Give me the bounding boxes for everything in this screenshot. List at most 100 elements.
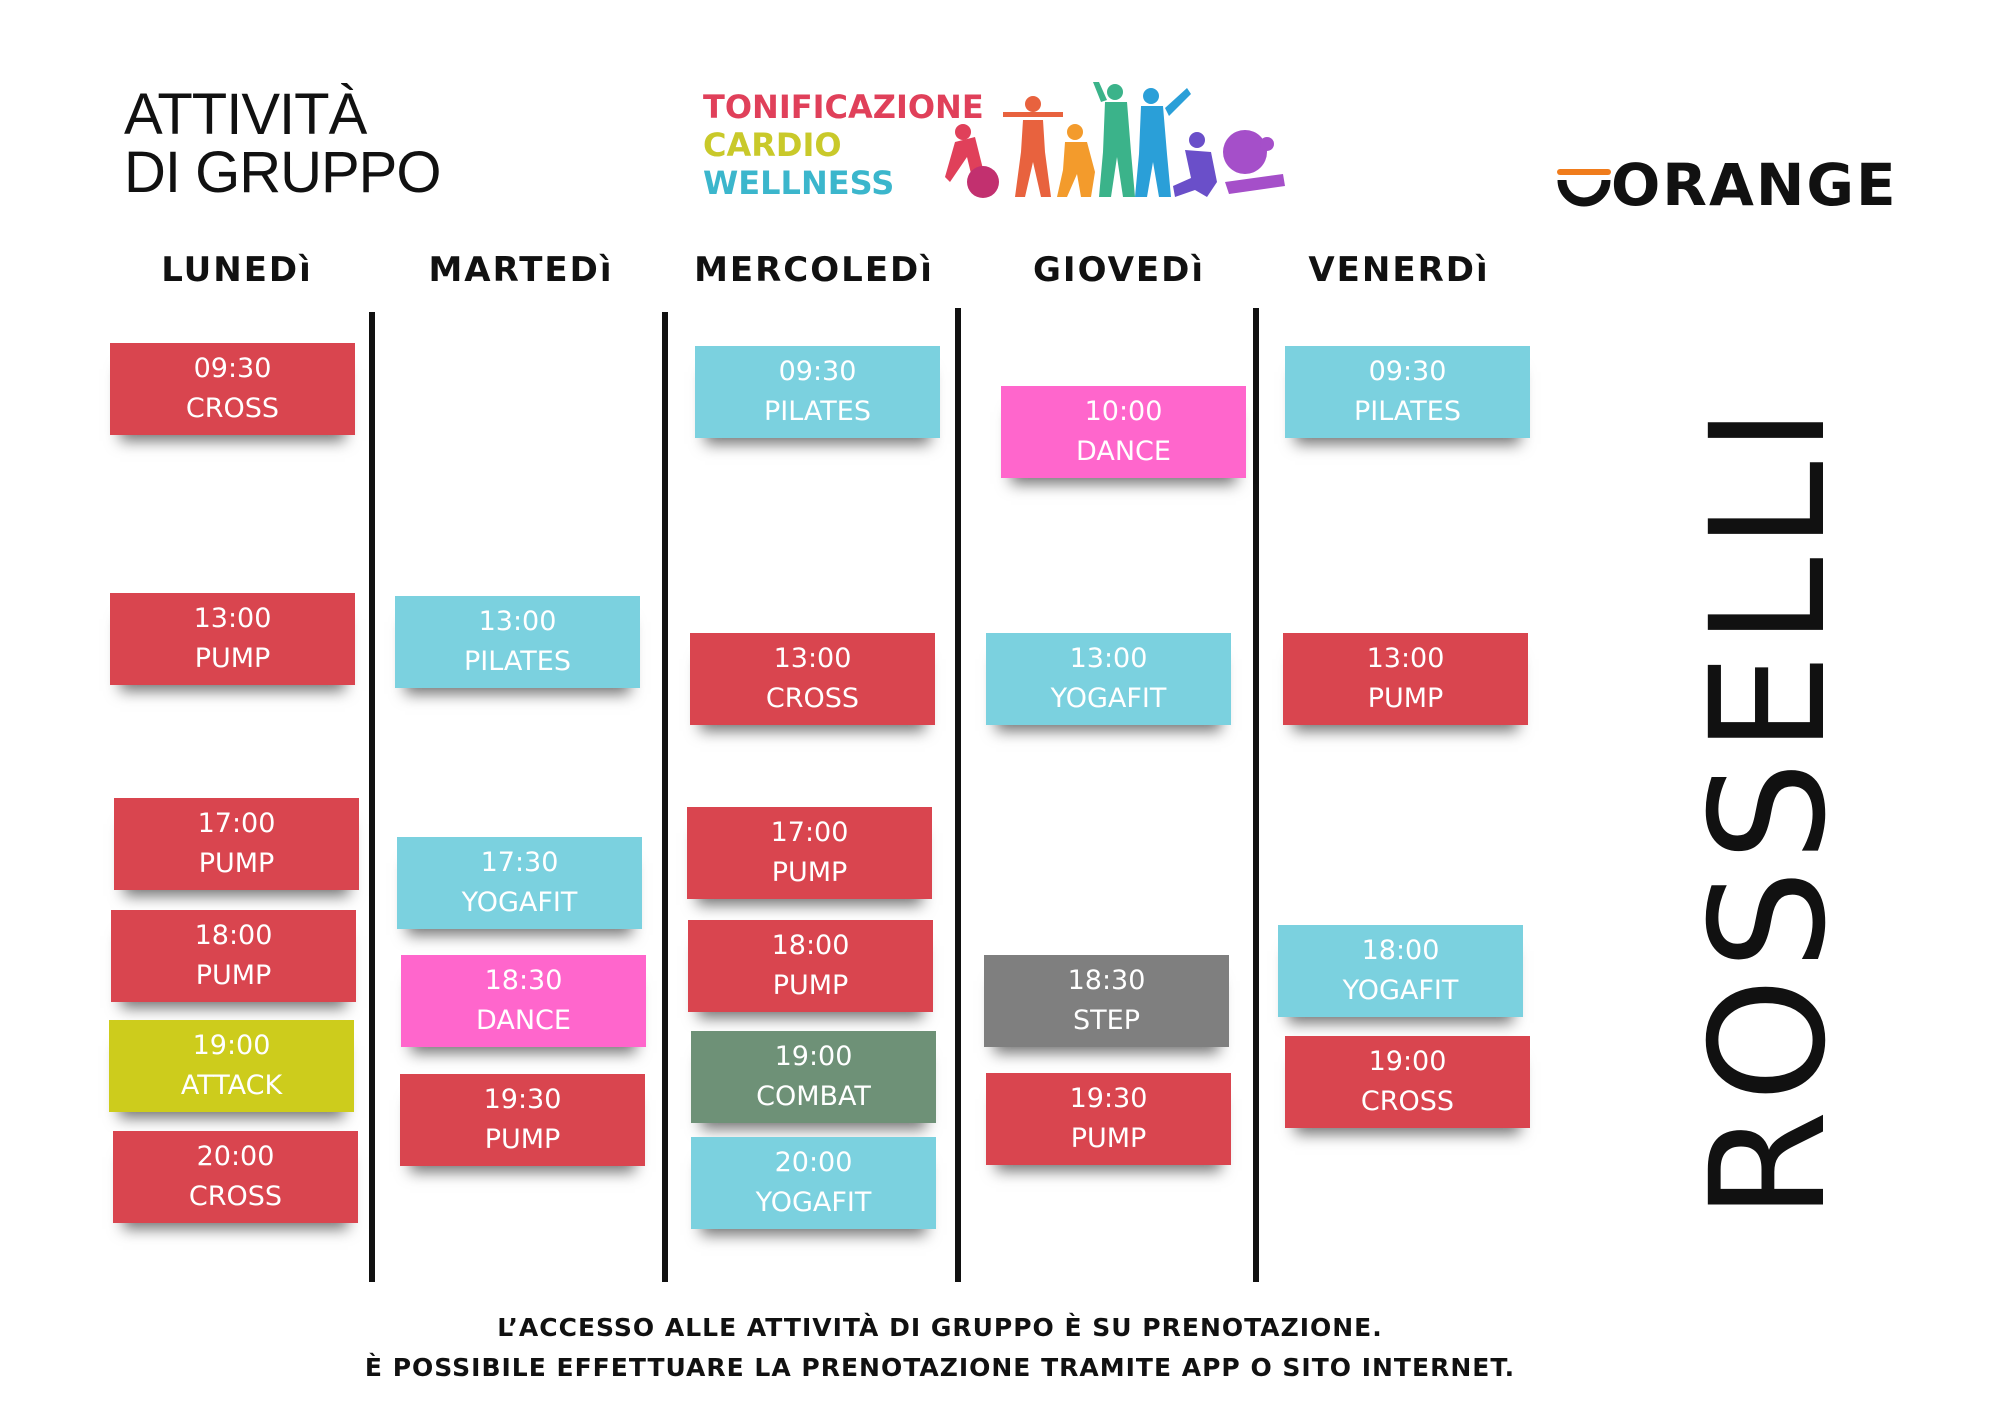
class-block[interactable]: 19:00 ATTACK [109, 1020, 354, 1112]
booking-note: L’ACCESSO ALLE ATTIVITÀ DI GRUPPO È SU P… [0, 1308, 1880, 1388]
class-block[interactable]: 20:00 YOGAFIT [691, 1137, 936, 1229]
class-name: CROSS [185, 393, 280, 424]
class-block[interactable]: 13:00 PILATES [395, 596, 640, 688]
brand-name: ORANGE [1611, 151, 1898, 219]
class-name: PUMP [1070, 1123, 1147, 1154]
class-block[interactable]: 13:00 PUMP [1283, 633, 1528, 725]
class-name: CROSS [1360, 1086, 1455, 1117]
class-name: PUMP [771, 857, 848, 888]
class-block[interactable]: 18:30 STEP [984, 955, 1229, 1047]
class-time: 17:30 [480, 847, 559, 878]
class-name: PILATES [764, 396, 871, 427]
category-legend: TONIFICAZIONE CARDIO WELLNESS [703, 88, 984, 202]
class-name: PUMP [1367, 683, 1444, 714]
athlete-figure-1 [945, 124, 999, 198]
class-block[interactable]: 18:00 YOGAFIT [1278, 925, 1523, 1017]
class-time: 13:00 [193, 603, 272, 634]
class-time: 09:30 [778, 356, 857, 387]
class-time: 10:00 [1084, 396, 1163, 427]
logo-o-icon [1557, 169, 1611, 207]
booking-note-line-1: L’ACCESSO ALLE ATTIVITÀ DI GRUPPO È SU P… [497, 1313, 1383, 1342]
class-block[interactable]: 13:00 YOGAFIT [986, 633, 1231, 725]
column-divider-3 [955, 308, 961, 1282]
class-time: 13:00 [773, 643, 852, 674]
class-time: 19:30 [483, 1084, 562, 1115]
class-time: 18:00 [194, 920, 273, 951]
class-block[interactable]: 18:00 PUMP [688, 920, 933, 1012]
class-name: YOGAFIT [1050, 683, 1167, 714]
class-time: 19:00 [774, 1041, 853, 1072]
class-time: 13:00 [1069, 643, 1148, 674]
page-title: ATTIVITÀ DI GRUPPO [124, 86, 441, 202]
class-block[interactable]: 17:00 PUMP [687, 807, 932, 899]
day-header-lunedi: LUNEDì [161, 250, 313, 290]
class-name: CROSS [188, 1181, 283, 1212]
brand-logo: ORANGE [1556, 150, 1896, 220]
class-time: 20:00 [196, 1141, 275, 1172]
class-block[interactable]: 18:00 PUMP [111, 910, 356, 1002]
class-block[interactable]: 19:30 PUMP [986, 1073, 1231, 1165]
athlete-figure-3 [1057, 124, 1095, 197]
class-name: PILATES [464, 646, 571, 677]
class-name: YOGAFIT [461, 887, 578, 918]
class-block[interactable]: 17:30 YOGAFIT [397, 837, 642, 929]
class-time: 18:00 [1361, 935, 1440, 966]
class-block[interactable]: 09:30 PILATES [1285, 346, 1530, 438]
class-block[interactable]: 19:30 PUMP [400, 1074, 645, 1166]
location-name: ROSSELLI [1677, 398, 1861, 1220]
booking-note-line-2: È POSSIBILE EFFETTUARE LA PRENOTAZIONE T… [364, 1353, 1516, 1382]
day-header-mercoledi: MERCOLEDì [694, 250, 934, 290]
class-time: 13:00 [478, 606, 557, 637]
category-tonificazione: TONIFICAZIONE [703, 88, 984, 126]
title-line-1: ATTIVITÀ [124, 82, 367, 147]
class-block[interactable]: 19:00 CROSS [1285, 1036, 1530, 1128]
class-time: 17:00 [770, 817, 849, 848]
athletes-illustration [945, 82, 1285, 198]
class-time: 18:00 [771, 930, 850, 961]
category-wellness: WELLNESS [703, 164, 895, 202]
class-block[interactable]: 09:30 CROSS [110, 343, 355, 435]
day-header-martedi: MARTEDì [428, 250, 614, 290]
class-block[interactable]: 17:00 PUMP [114, 798, 359, 890]
category-cardio: CARDIO [703, 126, 842, 164]
class-block[interactable]: 19:00 COMBAT [691, 1031, 936, 1123]
column-divider-4 [1253, 308, 1259, 1282]
class-name: PILATES [1354, 396, 1461, 427]
class-time: 09:30 [1368, 356, 1447, 387]
class-time: 19:30 [1069, 1083, 1148, 1114]
class-name: PUMP [772, 970, 849, 1001]
athlete-figure-7 [1223, 130, 1285, 194]
class-block[interactable]: 09:30 PILATES [695, 346, 940, 438]
class-name: COMBAT [756, 1081, 871, 1112]
day-header-giovedi: GIOVEDì [1033, 250, 1205, 290]
title-line-2: DI GRUPPO [124, 140, 441, 205]
class-name: PUMP [484, 1124, 561, 1155]
class-time: 17:00 [197, 808, 276, 839]
class-time: 18:30 [1067, 965, 1146, 996]
class-name: DANCE [476, 1005, 571, 1036]
class-name: YOGAFIT [1342, 975, 1459, 1006]
class-name: PUMP [194, 643, 271, 674]
class-block[interactable]: 18:30 DANCE [401, 955, 646, 1047]
class-name: PUMP [195, 960, 272, 991]
class-name: YOGAFIT [755, 1187, 872, 1218]
athlete-figure-2 [1003, 96, 1063, 197]
day-header-venerdi: VENERDì [1308, 250, 1490, 290]
class-time: 18:30 [484, 965, 563, 996]
class-name: DANCE [1076, 436, 1171, 467]
athlete-figure-6 [1173, 132, 1217, 197]
class-name: STEP [1073, 1005, 1140, 1036]
class-block[interactable]: 13:00 CROSS [690, 633, 935, 725]
class-time: 09:30 [193, 353, 272, 384]
class-block[interactable]: 13:00 PUMP [110, 593, 355, 685]
class-block[interactable]: 10:00 DANCE [1001, 386, 1246, 478]
class-time: 20:00 [774, 1147, 853, 1178]
athlete-figure-4 [1093, 82, 1135, 197]
athlete-figure-5 [1135, 88, 1191, 197]
class-name: ATTACK [180, 1070, 283, 1101]
class-time: 19:00 [1368, 1046, 1447, 1077]
class-time: 19:00 [192, 1030, 271, 1061]
class-name: PUMP [198, 848, 275, 879]
column-divider-2 [662, 312, 668, 1282]
class-block[interactable]: 20:00 CROSS [113, 1131, 358, 1223]
